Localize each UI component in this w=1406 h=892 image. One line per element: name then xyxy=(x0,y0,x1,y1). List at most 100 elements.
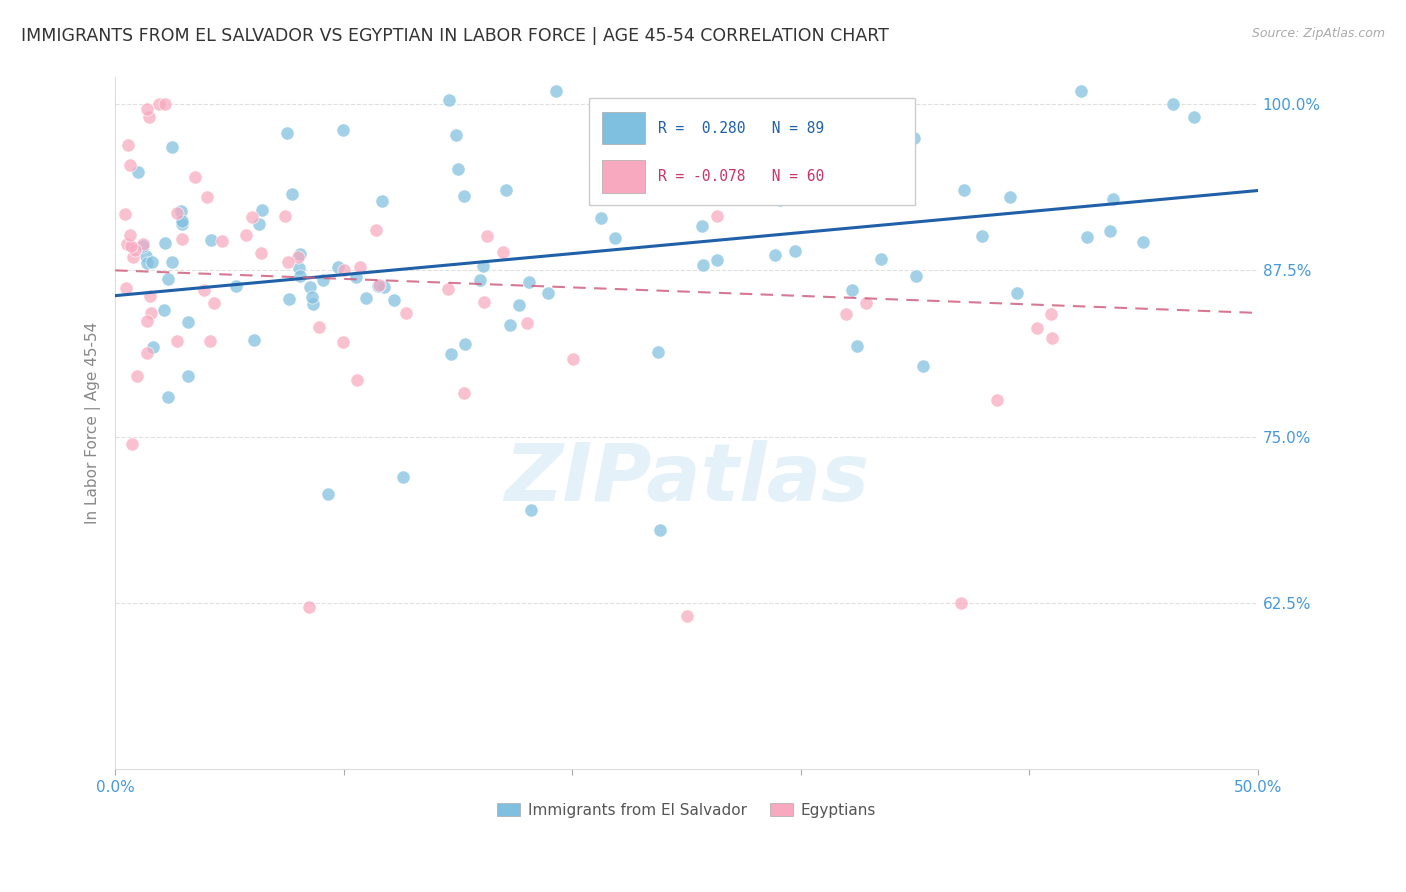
Point xyxy=(970,229,993,244)
Point xyxy=(986,392,1008,407)
Point xyxy=(468,273,491,287)
Point xyxy=(332,263,354,277)
Point xyxy=(160,255,183,269)
Point xyxy=(156,272,179,286)
Point xyxy=(472,294,495,309)
Point xyxy=(235,227,257,242)
Point xyxy=(162,140,184,154)
Point xyxy=(132,239,155,253)
Point xyxy=(176,369,198,384)
Point xyxy=(299,279,322,293)
Point xyxy=(170,213,193,227)
Point xyxy=(202,295,225,310)
Point xyxy=(298,599,321,614)
Point xyxy=(127,165,149,179)
Point xyxy=(1076,230,1098,244)
Point xyxy=(326,260,349,274)
Point xyxy=(1026,321,1049,335)
Point xyxy=(845,339,868,353)
Point xyxy=(274,209,297,223)
Point xyxy=(156,390,179,404)
Point xyxy=(633,140,655,154)
Point xyxy=(252,202,274,217)
Point xyxy=(141,306,163,320)
Point xyxy=(706,209,728,223)
Point xyxy=(1182,110,1205,124)
Point xyxy=(193,283,215,297)
Point xyxy=(855,296,877,310)
Point xyxy=(647,345,669,359)
Point xyxy=(454,337,477,351)
Point xyxy=(675,609,697,624)
Point xyxy=(519,503,541,517)
Point xyxy=(281,187,304,202)
Point xyxy=(308,320,330,334)
Point xyxy=(1040,331,1063,345)
Point xyxy=(166,334,188,349)
Point xyxy=(138,111,160,125)
Point xyxy=(118,228,141,243)
Point xyxy=(135,249,157,263)
Point xyxy=(841,283,863,297)
Point xyxy=(115,281,138,295)
Point xyxy=(301,290,323,304)
Point xyxy=(131,236,153,251)
Point xyxy=(332,122,354,136)
Point xyxy=(121,437,143,451)
Point xyxy=(122,250,145,264)
Point xyxy=(1005,285,1028,300)
Point xyxy=(453,188,475,202)
Point xyxy=(903,130,925,145)
Point xyxy=(243,334,266,348)
Point xyxy=(367,279,389,293)
Point xyxy=(472,259,495,273)
Point xyxy=(124,244,146,258)
Text: ZIPatlas: ZIPatlas xyxy=(503,440,869,517)
Point xyxy=(475,229,498,244)
Point xyxy=(998,190,1021,204)
Point xyxy=(562,351,585,366)
Point xyxy=(117,138,139,153)
Point xyxy=(141,340,163,354)
Point xyxy=(366,222,388,236)
Point xyxy=(395,306,418,320)
Point xyxy=(692,258,714,272)
Point xyxy=(675,101,697,115)
Point xyxy=(444,128,467,143)
Point xyxy=(706,252,728,267)
Point xyxy=(368,277,391,292)
Point xyxy=(1161,97,1184,112)
Point xyxy=(141,254,163,268)
Point xyxy=(125,369,148,384)
Point xyxy=(247,217,270,231)
Point xyxy=(312,273,335,287)
Point xyxy=(382,293,405,307)
Point xyxy=(371,194,394,208)
Point xyxy=(763,248,786,262)
Point xyxy=(718,182,741,196)
Point xyxy=(195,190,218,204)
Point xyxy=(440,347,463,361)
Point xyxy=(870,252,893,266)
Point xyxy=(354,292,377,306)
Point xyxy=(911,359,934,373)
Point xyxy=(949,596,972,610)
Point xyxy=(544,84,567,98)
Point xyxy=(276,127,298,141)
Point xyxy=(155,236,177,251)
Point xyxy=(277,255,299,269)
Point xyxy=(495,183,517,197)
Point xyxy=(135,314,157,328)
Point xyxy=(200,334,222,349)
Point xyxy=(166,206,188,220)
Point xyxy=(648,523,671,537)
Point xyxy=(277,292,299,306)
Point xyxy=(177,315,200,329)
Point xyxy=(499,318,522,332)
Point xyxy=(153,303,176,318)
Point xyxy=(1070,84,1092,98)
Point xyxy=(755,161,778,175)
Point xyxy=(491,245,513,260)
Point xyxy=(136,256,159,270)
Point xyxy=(148,97,170,112)
